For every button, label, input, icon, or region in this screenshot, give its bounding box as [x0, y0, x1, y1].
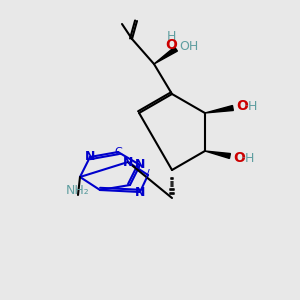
- Text: N: N: [135, 158, 145, 172]
- Polygon shape: [205, 151, 230, 158]
- Text: N: N: [135, 185, 145, 199]
- Text: H: H: [166, 31, 176, 44]
- Text: OH: OH: [179, 40, 198, 53]
- Text: O: O: [233, 151, 245, 165]
- Text: O: O: [236, 99, 248, 113]
- Polygon shape: [205, 106, 233, 113]
- Text: N: N: [123, 155, 133, 169]
- Text: O: O: [165, 38, 177, 52]
- Text: ·H: ·H: [245, 100, 258, 112]
- Polygon shape: [154, 47, 177, 64]
- Text: C: C: [114, 147, 122, 157]
- Text: N: N: [85, 151, 95, 164]
- Text: /: /: [146, 169, 150, 179]
- Text: NH₂: NH₂: [66, 184, 90, 196]
- Text: ·H: ·H: [242, 152, 255, 164]
